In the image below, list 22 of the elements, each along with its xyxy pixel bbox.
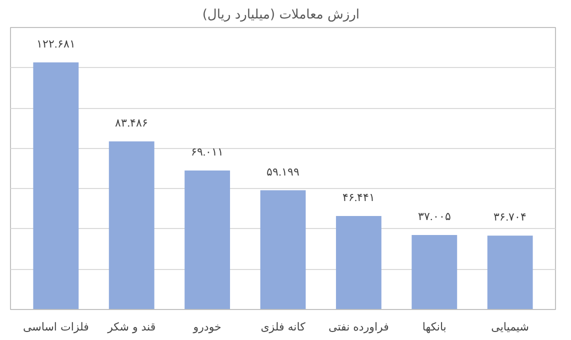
data-label: ۱۲۲.۶۸۱ <box>36 38 76 50</box>
bar <box>487 236 533 310</box>
data-label: ۴۶.۴۴۱ <box>342 192 376 204</box>
bar <box>184 170 230 310</box>
bar <box>33 62 79 310</box>
chart-title: ارزش معاملات (میلیارد ریال) <box>202 8 360 22</box>
bar <box>260 190 306 310</box>
data-label: ۳۷.۰۰۵ <box>418 210 451 223</box>
bar <box>108 141 154 310</box>
data-label: ۳۶.۷۰۴ <box>494 212 526 224</box>
x-tick-label: بانکها <box>422 320 446 334</box>
x-tick-label: شیمیایی <box>491 320 529 334</box>
x-tick-label: خودرو <box>192 320 222 334</box>
data-label: ۵۹.۱۹۹ <box>266 166 300 178</box>
x-tick-label: فلزات اساسی <box>22 320 89 334</box>
bar <box>412 234 458 310</box>
x-tick-label: قند و شکر <box>106 320 156 334</box>
bar <box>336 216 382 310</box>
data-label: ۸۳.۴۸۶ <box>115 117 148 130</box>
x-tick-label: کانه فلزی <box>260 320 306 334</box>
x-tick-label: فراورده نفتی <box>328 320 389 334</box>
data-label: ۶۹.۰۱۱ <box>190 146 224 158</box>
